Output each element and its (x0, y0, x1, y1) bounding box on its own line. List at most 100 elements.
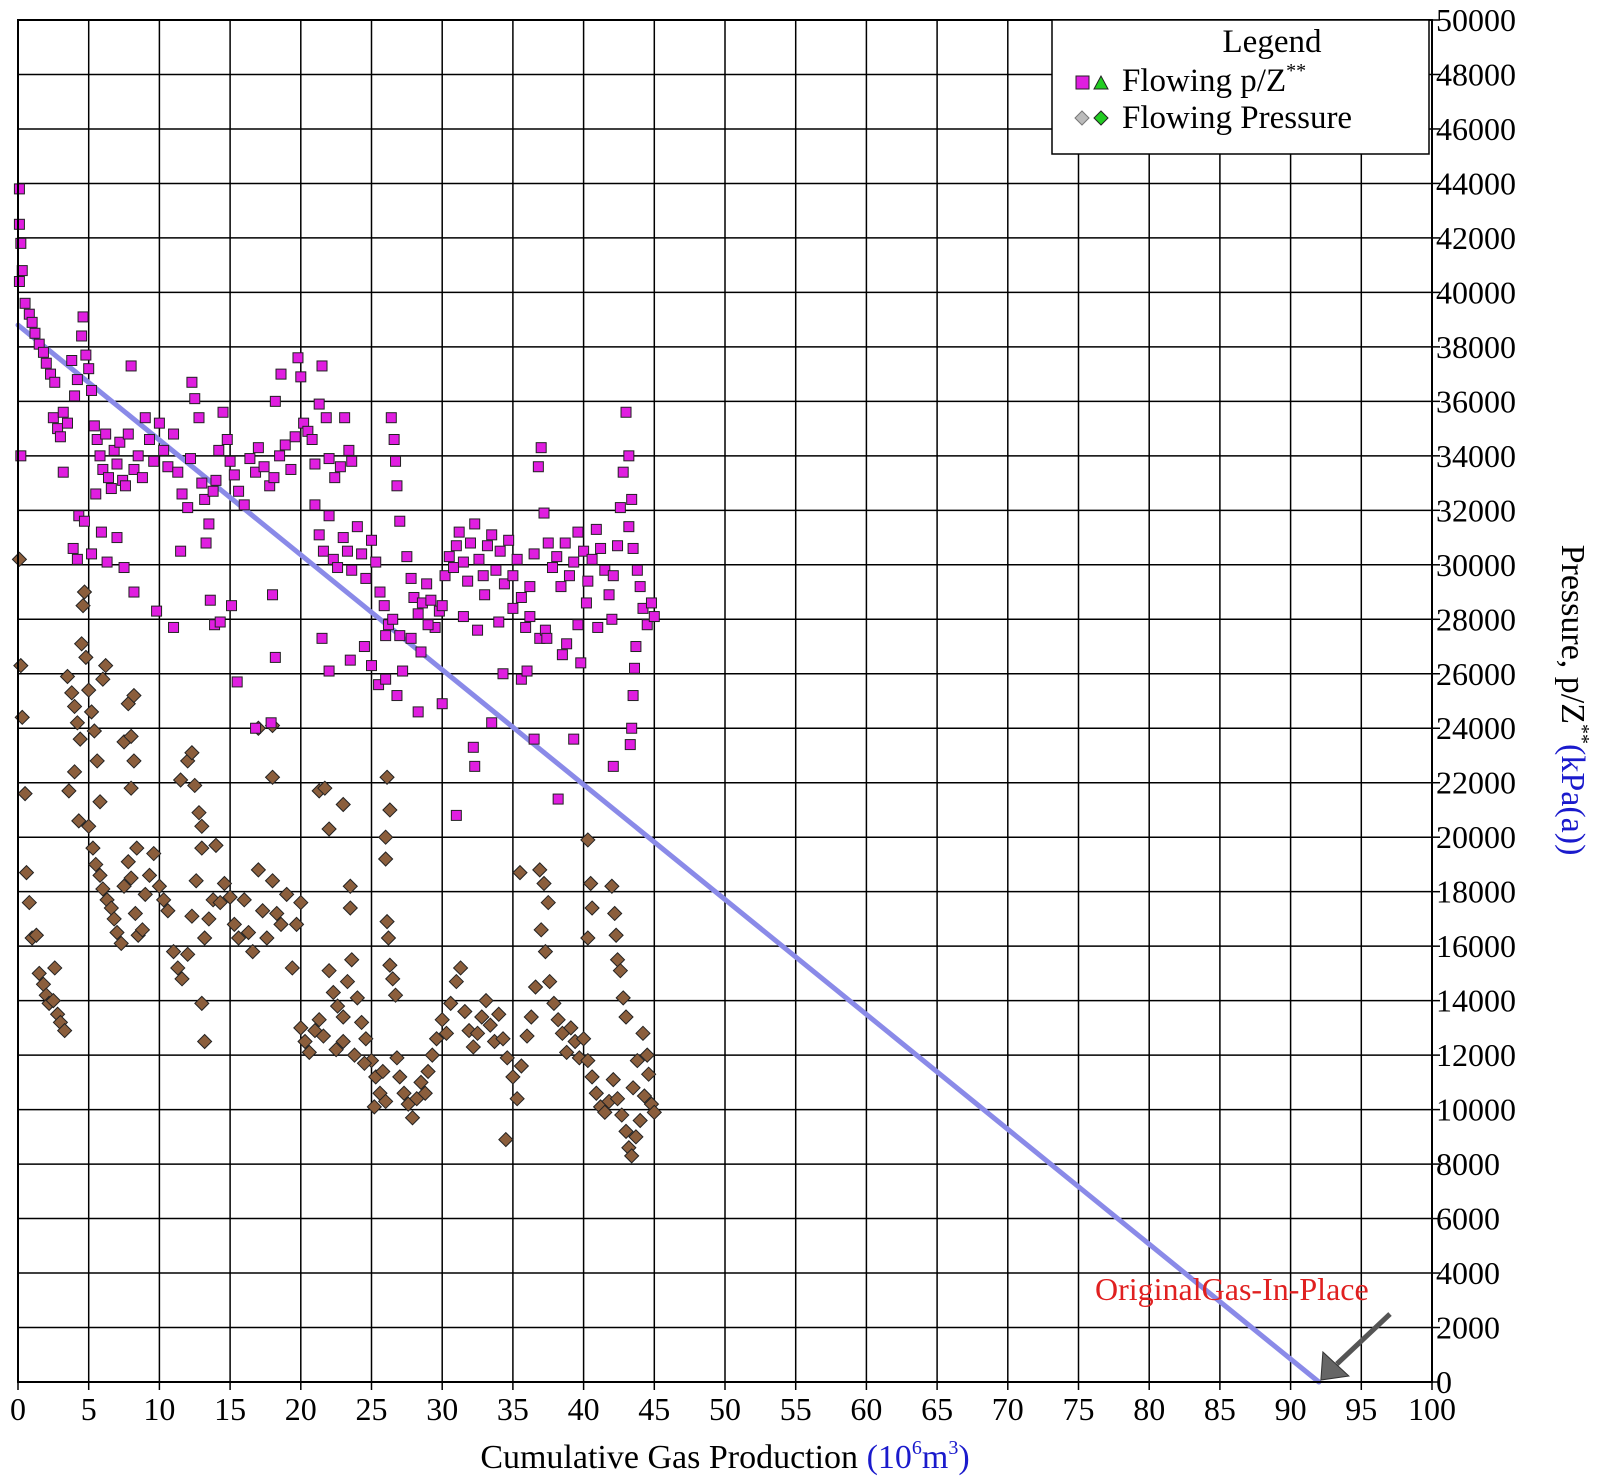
pz-point-225 (620, 406, 632, 418)
grid-lines (17, 19, 1433, 1383)
pressure-point-206 (608, 927, 624, 943)
x-axis-unit-prefix: (10 (867, 1439, 912, 1476)
pressure-point-139 (385, 971, 401, 987)
y-tick-label-24: 48000 (1436, 56, 1516, 92)
pressure-point-37 (85, 840, 101, 856)
pressure-point-176 (523, 1009, 539, 1025)
pressure-point-186 (546, 995, 562, 1012)
pz-point-236 (630, 641, 642, 653)
pz-point-27 (86, 384, 98, 396)
pressure-point-205 (607, 905, 623, 922)
pz-point-243 (387, 613, 399, 625)
x-tick-label-20: 100 (1408, 1391, 1456, 1427)
pz-point-121 (343, 444, 355, 456)
pz-point-41 (125, 360, 137, 372)
pz-point-185 (486, 529, 498, 541)
y-tick-labels: 0 2000 4000 6000 8000 10000 12000 14000 16000 180… (1432, 2, 1516, 1400)
pressure-point-142 (379, 769, 395, 785)
pressure-point-156 (434, 1012, 450, 1028)
pressure-point-161 (457, 1003, 473, 1020)
pz-point-164 (443, 551, 455, 563)
pressure-point-121 (339, 973, 356, 990)
pressure-point-79 (191, 804, 207, 821)
pz-point-25 (80, 349, 92, 361)
pressure-point-99 (284, 960, 301, 976)
pressure-point-82 (194, 995, 210, 1012)
pz-point-70 (196, 477, 208, 489)
pz-point-198 (538, 507, 550, 519)
pz-point-113 (309, 458, 321, 470)
pressure-point-140 (387, 987, 404, 1003)
pz-point-22 (71, 374, 83, 386)
pz-point-215 (582, 575, 594, 587)
pz-point-20 (66, 355, 78, 366)
pz-point-8 (26, 316, 38, 328)
pz-point-176 (528, 733, 540, 745)
pz-point-48 (86, 548, 98, 560)
pz-point-138 (378, 600, 390, 612)
y-tick-label-7: 14000 (1436, 983, 1516, 1019)
pressure-point-70 (188, 873, 204, 889)
pz-point-228 (623, 521, 635, 533)
pz-point-67 (186, 376, 198, 388)
pressure-point-72 (196, 930, 213, 946)
pz-point-21 (69, 390, 81, 402)
x-tick-label-10: 50 (709, 1391, 741, 1427)
pressure-point-220 (640, 1066, 657, 1082)
pressure-point-29 (89, 753, 105, 769)
pz-point-172 (486, 717, 498, 729)
pz-point-52 (111, 532, 123, 544)
pressure-point-97 (273, 916, 289, 933)
y-tick-label-11: 22000 (1436, 765, 1516, 801)
pz-point-218 (595, 542, 607, 554)
pz-point-148 (397, 665, 409, 677)
pz-point-53 (118, 562, 130, 574)
pz-point-186 (490, 564, 502, 576)
pressure-point-138 (382, 957, 398, 973)
pz-point-223 (614, 502, 626, 514)
pz-point-249 (457, 611, 469, 623)
pz-point-227 (626, 493, 638, 505)
pz-point-248 (436, 600, 448, 612)
pz-point-183 (477, 570, 489, 582)
pressure-point-147 (396, 1085, 412, 1101)
pz-point-11 (37, 346, 49, 358)
y-tick-label-8: 16000 (1436, 928, 1516, 964)
pressure-point-153 (420, 1063, 436, 1080)
pressure-point-26 (80, 682, 97, 698)
pressure-point-92 (250, 862, 267, 878)
pz-point-240 (624, 739, 636, 751)
pz-point-102 (274, 450, 286, 462)
pressure-point-43 (106, 911, 122, 927)
pressure-point-106 (317, 780, 333, 796)
pz-point-2 (15, 237, 27, 249)
x-tick-label-12: 60 (850, 1391, 882, 1427)
pz-point-193 (520, 621, 532, 633)
pz-point-77 (221, 433, 233, 445)
pz-point-136 (370, 556, 382, 568)
pressure-point-108 (335, 796, 351, 813)
pz-point-106 (292, 352, 304, 364)
pz-point-253 (507, 602, 519, 614)
pz-point-89 (214, 616, 226, 628)
pz-point-14 (49, 376, 61, 388)
pz-point-69 (193, 412, 205, 424)
pressure-point-58 (123, 780, 139, 796)
pressure-point-115 (311, 1012, 327, 1028)
pressure-point-4 (18, 864, 35, 881)
x-tick-label-11: 55 (780, 1391, 812, 1427)
pz-point-189 (503, 534, 515, 546)
pz-point-123 (309, 499, 321, 511)
pressure-point-44 (109, 924, 125, 941)
y-tick-label-21: 42000 (1436, 220, 1516, 256)
x-tick-label-7: 35 (497, 1391, 529, 1427)
pz-point-151 (390, 455, 402, 467)
pz-point-201 (551, 551, 563, 563)
pressure-point-204 (604, 878, 620, 894)
pressure-point-225 (629, 1052, 646, 1069)
series-flowing-pressure (11, 551, 663, 1164)
pressure-point-175 (519, 1028, 535, 1044)
pz-point-92 (265, 717, 277, 729)
y-tick-label-16: 32000 (1436, 492, 1516, 528)
y-tick-label-3: 6000 (1436, 1201, 1500, 1237)
